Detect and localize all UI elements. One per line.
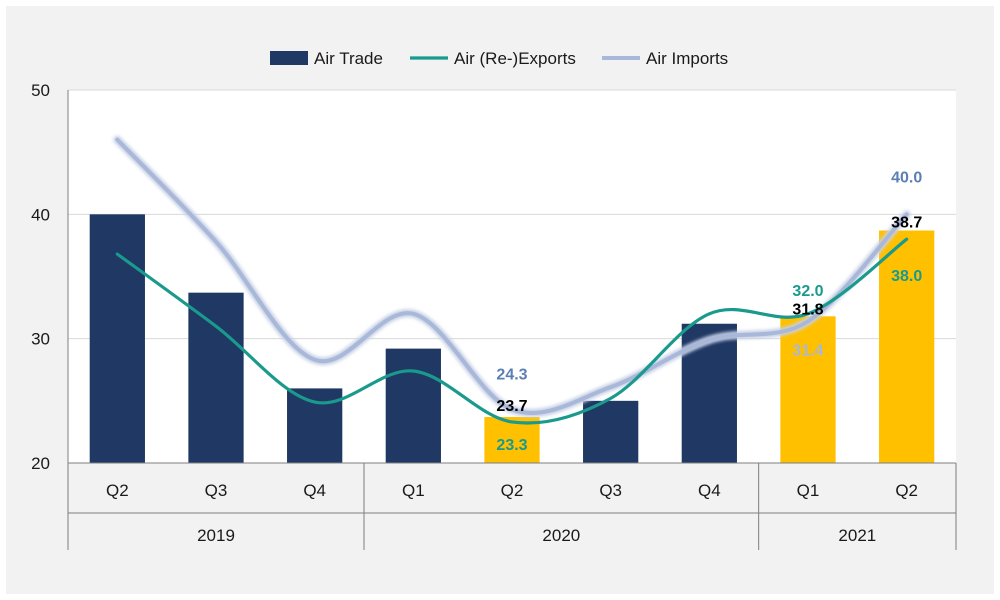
data-label: 40.0 [891,169,922,186]
year-label: 2020 [542,526,580,545]
data-label: 24.3 [496,367,527,384]
y-tick-label: 40 [31,205,50,224]
x-tick-label: Q4 [303,481,326,500]
data-label: 31.8 [792,301,823,318]
data-label: 23.7 [496,398,527,415]
y-tick-label: 20 [31,454,50,473]
y-tick-label: 50 [31,81,50,100]
data-label: 31.4 [792,342,823,359]
data-label: 32.0 [792,283,823,300]
data-label: 23.3 [496,437,527,454]
legend-label-air-trade: Air Trade [314,49,383,68]
x-tick-label: Q4 [698,481,721,500]
line-air-imports [115,137,909,415]
bar-air-trade [879,230,935,463]
year-label: 2021 [838,526,876,545]
x-tick-label: Q3 [205,481,228,500]
x-tick-label: Q2 [106,481,129,500]
bar-air-trade [780,316,836,463]
bar-air-trade [89,214,145,463]
legend-label-air-imports: Air Imports [646,49,728,68]
year-label: 2019 [197,526,235,545]
bar-air-trade [583,400,639,463]
x-tick-label: Q1 [797,481,820,500]
x-tick-label: Q1 [402,481,425,500]
x-tick-label: Q2 [895,481,918,500]
y-tick-label: 30 [31,330,50,349]
bar-air-trade [287,388,343,463]
bar-air-trade [484,416,540,463]
x-tick-label: Q2 [501,481,524,500]
bar-air-trade [188,292,244,463]
legend-label-air-re-exports: Air (Re-)Exports [454,49,576,68]
legend-swatch-air-trade [270,51,308,65]
line-air-re-exports [115,237,909,425]
data-label: 38.7 [891,214,922,231]
data-label: 38.0 [891,268,922,285]
x-tick-label: Q3 [599,481,622,500]
bar-air-trade [385,348,441,463]
